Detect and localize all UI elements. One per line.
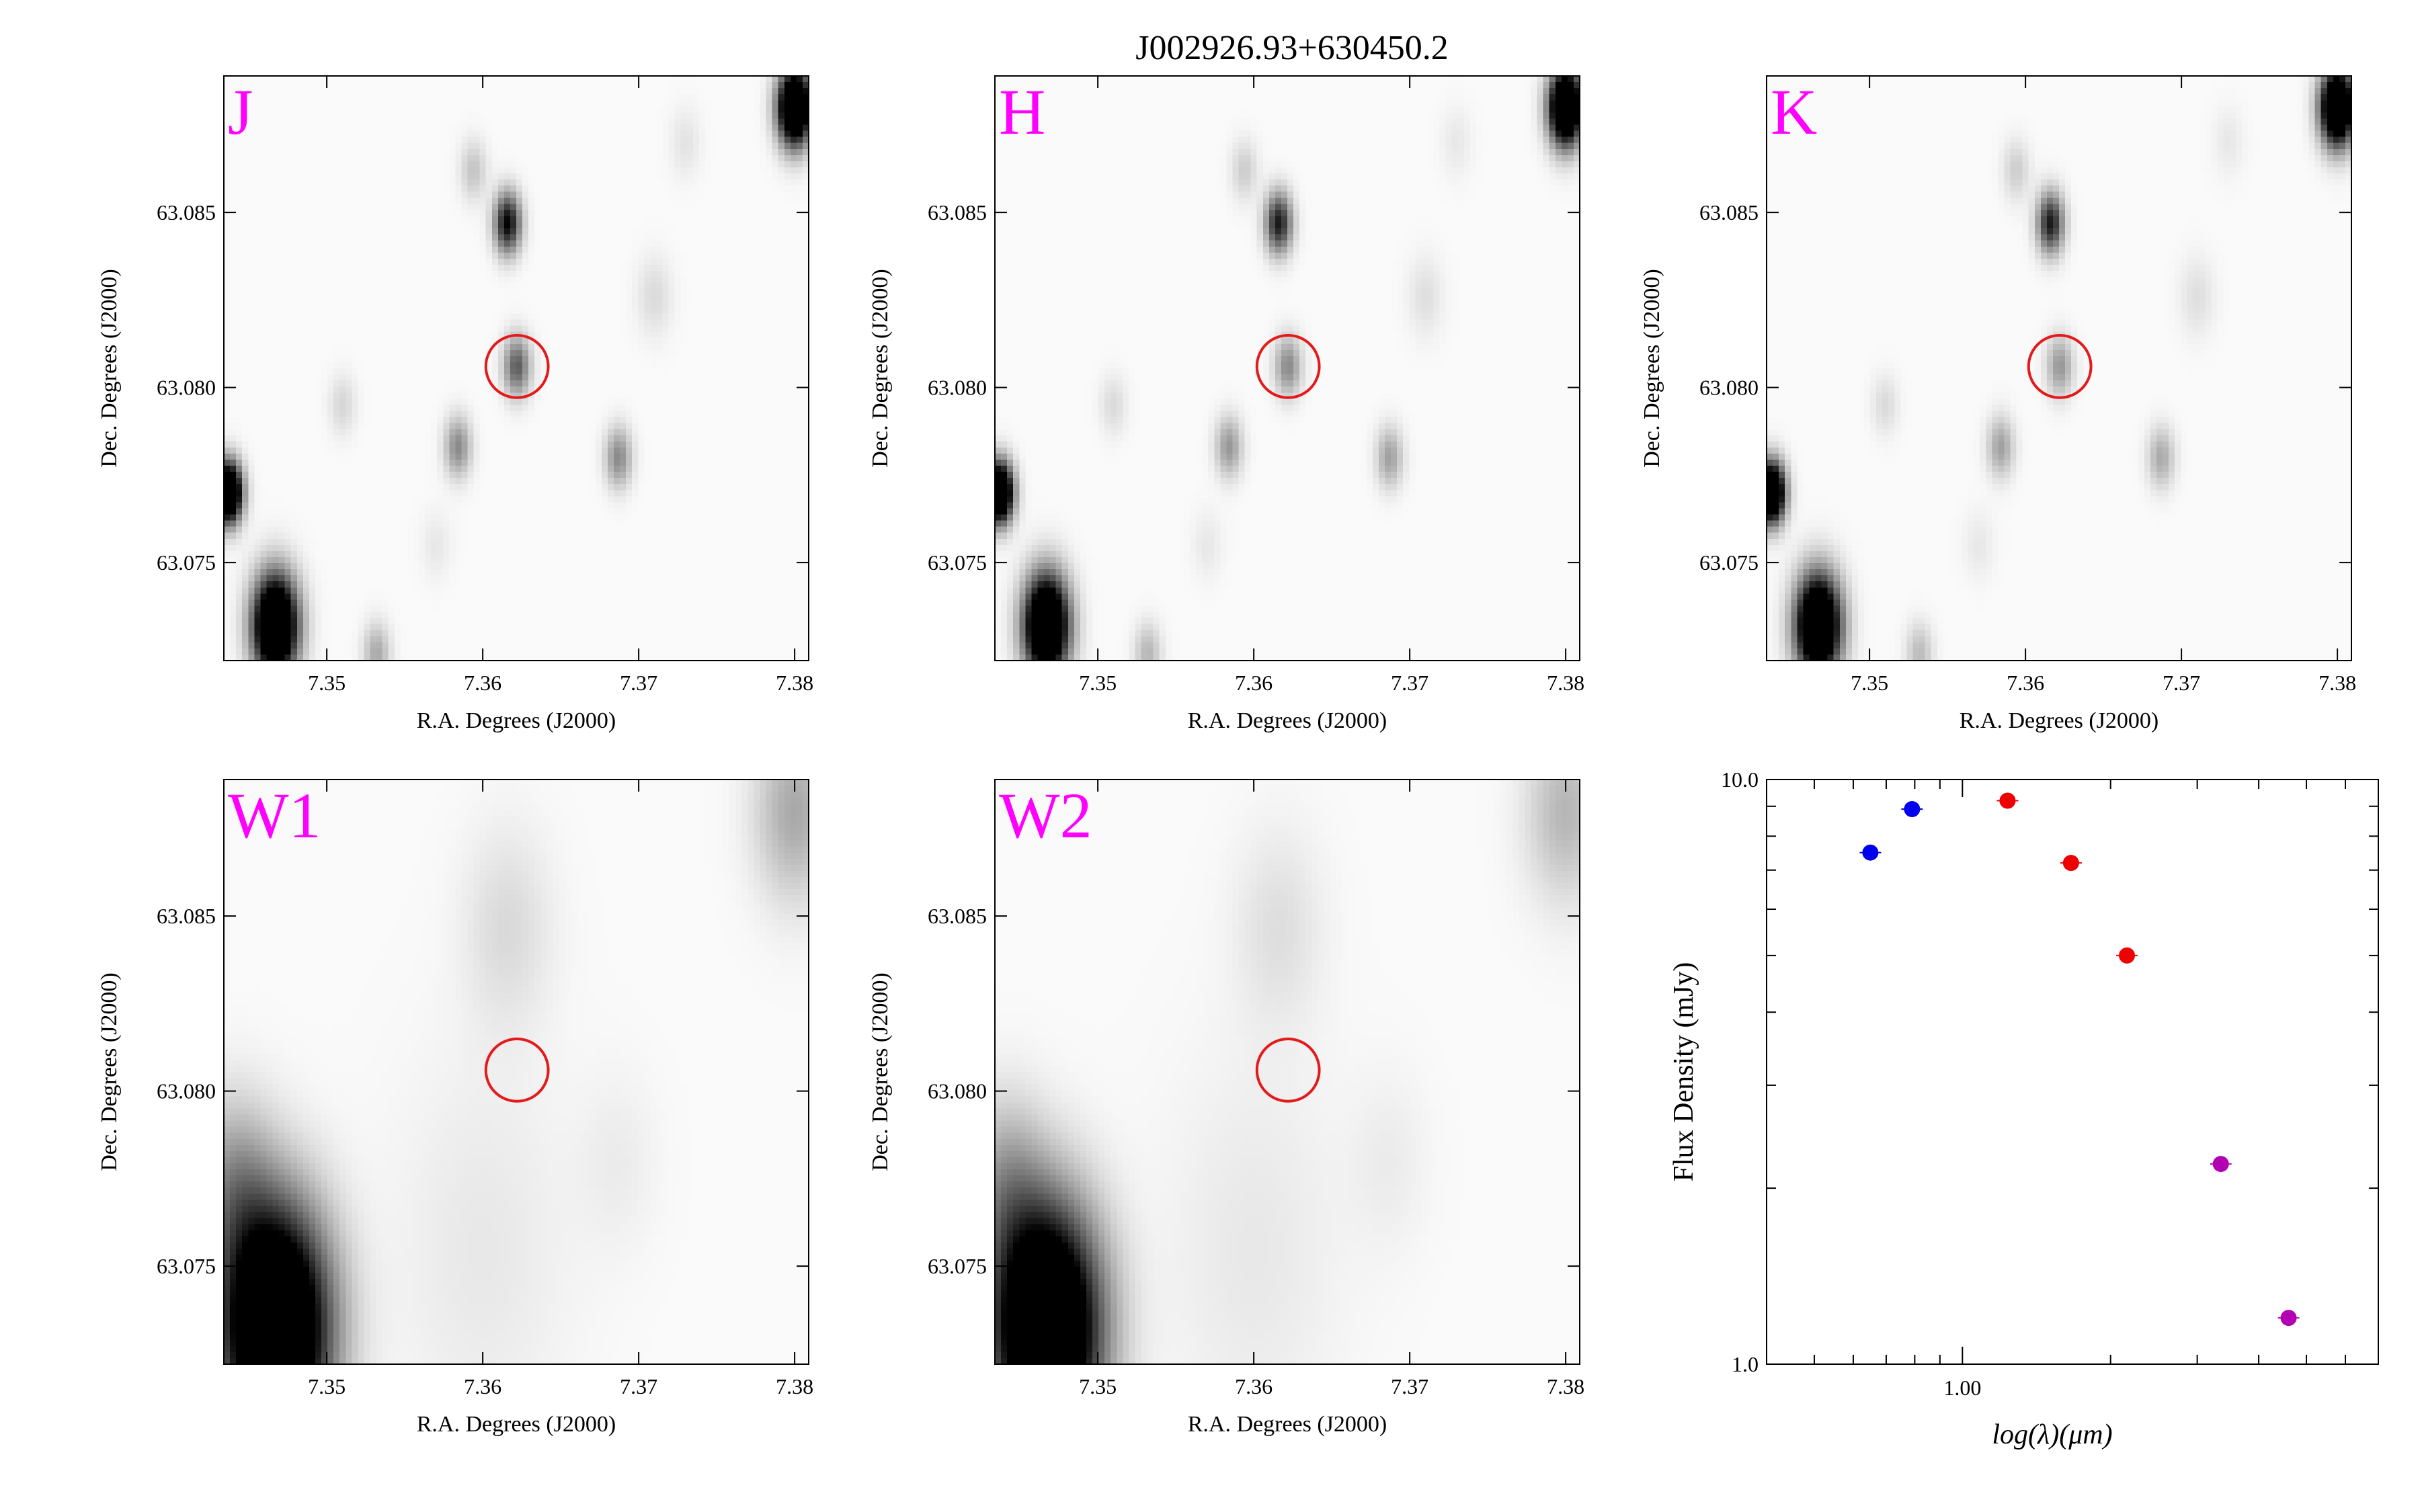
y-tick-label: 63.085	[157, 200, 216, 224]
x-tick-label: 7.35	[308, 671, 346, 695]
x-axis-label: R.A. Degrees (J2000)	[1188, 708, 1387, 733]
x-tick-label: 7.38	[1547, 1374, 1584, 1398]
plot-frame	[994, 779, 1580, 1365]
x-axis-label: R.A. Degrees (J2000)	[1960, 708, 2159, 733]
y-tick-label: 63.075	[157, 550, 216, 575]
x-tick-label: 7.35	[1079, 671, 1117, 695]
data-point	[2062, 855, 2079, 872]
data-point	[1862, 844, 1879, 861]
x-tick-label: 7.36	[464, 671, 501, 695]
y-axis-label: Flux Density (mJy)	[1668, 962, 1699, 1182]
y-tick-label: 63.085	[1699, 200, 1759, 224]
panel-h: 7.35 7.36 7.37 7.38 63.075 63.080 63.085 R.A. D…	[868, 75, 1584, 733]
panel-j: 7.35 7.36 7.37 7.38 63.075 63.080 63.085 R.A. D…	[97, 75, 813, 733]
y-tick-label: 63.080	[928, 1079, 987, 1103]
sky-image	[995, 780, 1580, 1364]
x-tick-label: 7.37	[620, 1374, 657, 1398]
x-axis-label: R.A. Degrees (J2000)	[417, 1412, 616, 1437]
y-tick-label: 63.075	[1699, 550, 1759, 575]
data-point	[2212, 1156, 2229, 1173]
y-axis-label: Dec. Degrees (J2000)	[97, 972, 122, 1171]
x-tick-label: 7.35	[1851, 671, 1888, 695]
y-tick-label: 63.080	[1699, 376, 1759, 400]
sky-image	[995, 76, 1580, 661]
aperture-circle	[1255, 333, 1321, 399]
y-tick-label: 63.075	[157, 1254, 216, 1278]
sky-image	[224, 780, 809, 1364]
data-point	[1999, 792, 2016, 809]
band-label: W2	[999, 780, 1092, 851]
x-tick-label: 7.37	[1391, 671, 1428, 695]
x-tick-label: 7.38	[2318, 671, 2356, 695]
y-axis-label: Dec. Degrees (J2000)	[868, 972, 893, 1171]
plot-frame	[1766, 779, 2379, 1365]
y-tick-label: 1.0	[1732, 1352, 1759, 1376]
data-point	[2280, 1310, 2297, 1327]
plot-frame	[1766, 75, 2352, 661]
aperture-circle	[484, 333, 550, 399]
x-tick-label: 7.38	[776, 671, 813, 695]
x-tick-label: 7.38	[1547, 671, 1584, 695]
sky-image	[224, 76, 809, 661]
x-tick-label: 1.00	[1943, 1376, 1981, 1400]
band-label: K	[1771, 76, 1817, 148]
x-tick-label: 7.38	[776, 1374, 813, 1398]
x-tick-label: 7.35	[1079, 1374, 1117, 1398]
y-tick-label: 63.080	[157, 376, 216, 400]
x-tick-label: 7.36	[2007, 671, 2044, 695]
aperture-circle	[1255, 1037, 1321, 1103]
panel-sed: 1.00 1.0 10.0 log(λ)(μm) Flux Density (mJy)	[1668, 767, 2379, 1450]
data-point	[2119, 947, 2136, 964]
plot-frame	[223, 75, 809, 661]
figure-title: J002926.93+630450.2	[1135, 29, 1449, 67]
x-axis-label: R.A. Degrees (J2000)	[1188, 1412, 1387, 1437]
band-label: H	[999, 76, 1045, 148]
x-tick-label: 7.37	[1391, 1374, 1428, 1398]
y-tick-label: 63.080	[157, 1079, 216, 1103]
plot-frame	[223, 779, 809, 1365]
panel-w1: 7.35 7.36 7.37 7.38 63.075 63.080 63.085 R.A. D…	[97, 779, 813, 1437]
y-tick-label: 10.0	[1721, 767, 1759, 792]
x-tick-label: 7.35	[308, 1374, 346, 1398]
x-axis-label: R.A. Degrees (J2000)	[417, 708, 616, 733]
band-label: J	[228, 76, 253, 148]
aperture-circle	[484, 1037, 550, 1103]
x-tick-label: 7.36	[464, 1374, 501, 1398]
y-axis-label: Dec. Degrees (J2000)	[868, 269, 893, 468]
x-tick-label: 7.37	[620, 671, 657, 695]
x-axis-label: log(λ)(μm)	[1992, 1419, 2112, 1450]
y-tick-label: 63.080	[928, 376, 987, 400]
y-tick-label: 63.075	[928, 550, 987, 575]
y-tick-label: 63.085	[928, 904, 987, 928]
sky-image	[1767, 76, 2351, 661]
x-tick-label: 7.36	[1235, 1374, 1273, 1398]
data-point	[1904, 801, 1921, 818]
y-axis-label: Dec. Degrees (J2000)	[1640, 269, 1664, 468]
panel-k: 7.35 7.36 7.37 7.38 63.075 63.080 63.085 R.A. D…	[1640, 75, 2356, 733]
x-tick-label: 7.36	[1235, 671, 1273, 695]
panel-w2: 7.35 7.36 7.37 7.38 63.075 63.080 63.085 R.A. D…	[868, 779, 1584, 1437]
plot-frame	[994, 75, 1580, 661]
y-axis-label: Dec. Degrees (J2000)	[97, 269, 122, 468]
aperture-circle	[2027, 333, 2093, 399]
y-tick-label: 63.085	[928, 200, 987, 224]
band-label: W1	[228, 780, 321, 851]
y-tick-label: 63.085	[157, 904, 216, 928]
y-tick-label: 63.075	[928, 1254, 987, 1278]
x-tick-label: 7.37	[2163, 671, 2200, 695]
